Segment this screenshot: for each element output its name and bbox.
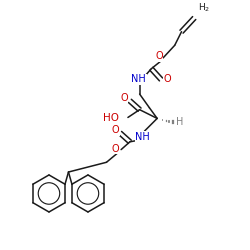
Text: NH: NH	[135, 132, 150, 142]
Text: O: O	[120, 93, 128, 103]
Text: HO: HO	[103, 114, 119, 124]
Text: O: O	[155, 51, 163, 61]
Text: NH: NH	[131, 74, 146, 85]
Text: H$_2$: H$_2$	[198, 2, 210, 14]
Text: O: O	[112, 125, 119, 135]
Text: O: O	[112, 144, 119, 154]
Text: H: H	[176, 117, 183, 127]
Text: O: O	[163, 74, 171, 85]
